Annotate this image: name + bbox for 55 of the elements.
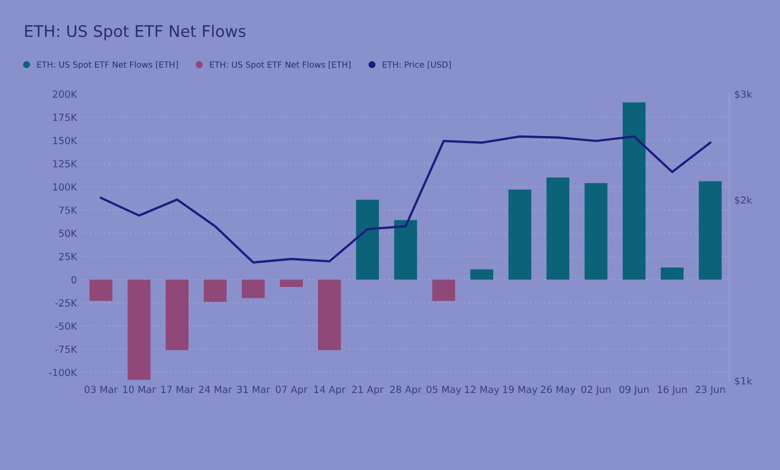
bar [698, 181, 722, 280]
x-tick-label: 10 Mar [123, 386, 156, 394]
x-tick-label: 14 Apr [314, 386, 346, 395]
legend-label: ETH: Price [USD] [382, 61, 451, 69]
line-series [100, 135, 712, 264]
y-tick-label: 75K [59, 206, 78, 214]
x-tick-label: 21 Apr [352, 386, 384, 395]
x-tick-label: 23 Jun [696, 386, 725, 395]
bar [546, 178, 570, 280]
y-tick-label: 50K [59, 230, 78, 238]
bar [128, 280, 150, 380]
bar [508, 190, 532, 280]
x-tick-label: 09 Jun [619, 386, 649, 395]
y-tick-label: -50K [55, 322, 78, 330]
x-tick-label: 26 May [540, 386, 576, 395]
y-tick-label: -25K [55, 299, 78, 307]
bar [470, 269, 494, 280]
bar [584, 183, 608, 280]
y-tick-label: -100K [49, 368, 78, 376]
x-tick-label: 19 May [503, 386, 538, 395]
bar [280, 280, 303, 287]
bar [432, 280, 456, 301]
x-tick-label: 31 Mar [237, 386, 270, 394]
y-tick-label: 0 [71, 276, 76, 284]
legend-label: ETH: US Spot ETF Net Flows [ETH] [210, 61, 350, 70]
y-tick-label: 200K [52, 90, 78, 98]
bar [660, 268, 684, 280]
chart-title: ETH: US Spot ETF Net Flows [25, 24, 246, 40]
x-tick-label: 24 Mar [199, 386, 232, 394]
x-tick-label: 05 May [426, 386, 462, 395]
x-tick-label: 02 Jun [581, 386, 611, 395]
x-tick-label: 07 Apr [276, 386, 308, 395]
x-tick-label: 16 Jun [658, 386, 687, 395]
y2-tick-label: $3k [734, 90, 752, 100]
y2-tick-label: $2k [734, 196, 752, 205]
x-tick-label: 12 May [465, 386, 500, 395]
bar [90, 280, 112, 301]
y-tick-label: 175K [53, 114, 78, 122]
y-tick-label: 100K [53, 183, 78, 191]
x-tick-label: 17 Mar [161, 386, 194, 394]
bar [622, 102, 646, 280]
bar [394, 220, 418, 280]
x-tick-label: 03 Mar [84, 386, 118, 394]
legend-label: ETH: US Spot ETF Net Flows [ETH] [37, 61, 178, 70]
bar [242, 280, 265, 298]
y-tick-label: 125K [53, 160, 78, 168]
bar [356, 200, 379, 280]
y2-tick-label: $1k [734, 377, 752, 386]
y-tick-label: 25K [59, 252, 78, 260]
bar [204, 280, 227, 302]
bar [166, 280, 189, 350]
y-tick-label: 150K [53, 136, 78, 144]
bar [318, 280, 341, 350]
y-tick-label: -75K [55, 346, 78, 353]
x-tick-label: 28 Apr [390, 386, 422, 395]
